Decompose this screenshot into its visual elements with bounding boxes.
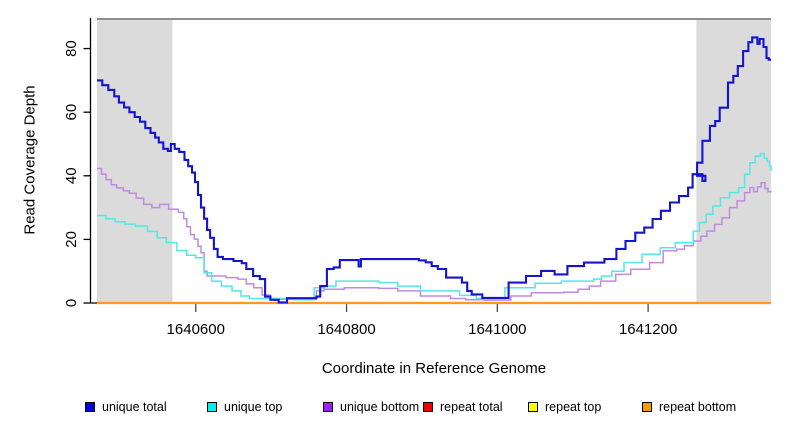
legend-label-unique-bottom: unique bottom <box>340 400 420 414</box>
shaded-region-left <box>97 20 173 303</box>
legend-swatch-unique-total <box>85 402 95 412</box>
y-axis-title: Read Coverage Depth <box>21 85 39 235</box>
legend-item-repeat-top: repeat top <box>528 400 601 414</box>
legend-item-unique-bottom: unique bottom <box>323 400 419 414</box>
legend-label-repeat-total: repeat total <box>440 400 503 414</box>
x-tick-label: 1641000 <box>468 321 526 338</box>
legend-label-repeat-bottom: repeat bottom <box>659 400 737 414</box>
x-tick-label: 1640600 <box>167 321 225 338</box>
y-tick-label: 20 <box>63 231 80 248</box>
x-axis-title: Coordinate in Reference Genome <box>321 360 547 377</box>
series-line-unique-total <box>97 36 771 304</box>
y-tick-label: 40 <box>63 167 80 184</box>
legend-item-repeat-bottom: repeat bottom <box>642 400 736 414</box>
legend-item-repeat-total: repeat total <box>423 400 503 414</box>
legend-swatch-unique-bottom <box>323 402 333 412</box>
legend-label-unique-total: unique total <box>102 400 167 414</box>
legend-item-unique-total: unique total <box>85 400 167 414</box>
legend-swatch-repeat-top <box>528 402 538 412</box>
legend-label-repeat-top: repeat top <box>545 400 602 414</box>
series-line-unique-bottom <box>97 167 772 301</box>
x-tick-label: 1641200 <box>619 321 677 338</box>
y-tick-label: 0 <box>63 299 80 307</box>
legend-swatch-unique-top <box>207 402 217 412</box>
x-tick-label: 1640800 <box>317 321 375 338</box>
legend-item-unique-top: unique top <box>207 400 282 414</box>
y-tick-label: 60 <box>63 104 80 121</box>
legend: unique total unique top unique bottom repea… <box>0 399 792 423</box>
legend-swatch-repeat-total <box>423 402 433 412</box>
y-tick-label: 80 <box>63 40 80 57</box>
series-line-unique-top <box>97 152 772 301</box>
legend-label-unique-top: unique top <box>224 400 283 414</box>
legend-swatch-repeat-bottom <box>642 402 652 412</box>
chart-canvas: 0 20 40 60 80 1640600 1640800 1641000 1641200 <box>63 18 772 338</box>
shaded-region-right <box>696 20 771 303</box>
